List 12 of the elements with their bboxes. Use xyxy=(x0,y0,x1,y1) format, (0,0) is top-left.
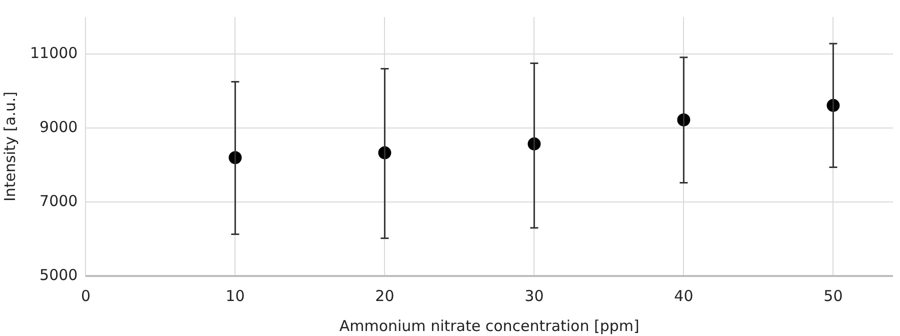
x-tick-label: 0 xyxy=(80,286,90,305)
x-tick-label: 20 xyxy=(375,286,394,305)
x-tick-label: 40 xyxy=(674,286,694,305)
y-tick-label: 9000 xyxy=(40,118,78,136)
x-tick-label: 10 xyxy=(226,286,245,305)
y-tick-label: 5000 xyxy=(40,266,78,284)
x-tick-label: 50 xyxy=(824,286,843,305)
x-tick-label: 30 xyxy=(524,286,544,305)
y-tick-label: 7000 xyxy=(40,192,78,210)
y-tick-label: 11000 xyxy=(30,44,78,62)
x-axis-title: Ammonium nitrate concentration [ppm] xyxy=(339,316,640,335)
y-axis-title: Intensity [a.u.] xyxy=(0,92,19,202)
